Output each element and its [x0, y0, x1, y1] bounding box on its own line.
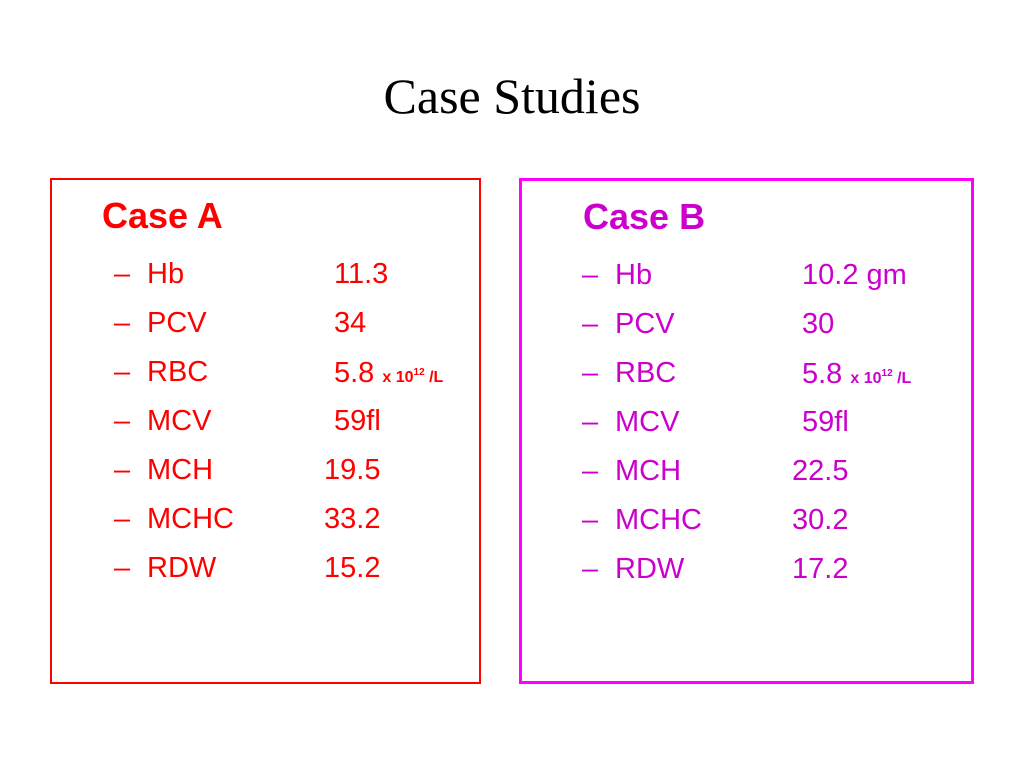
- parameter-name: Hb: [615, 259, 653, 291]
- case-a-row-pcv: – PCV 34: [52, 299, 479, 348]
- parameter-value: 17.2: [792, 553, 849, 585]
- parameter-name: RBC: [615, 357, 677, 389]
- case-b-row-mch: – MCH 22.5: [522, 447, 971, 496]
- unit-prefix: x 10: [850, 370, 882, 387]
- unit-prefix: x 10: [382, 369, 414, 386]
- unit-suffix: /L: [424, 369, 444, 386]
- case-a-row-rbc: – RBC 5.8 x 1012 /L: [52, 348, 479, 397]
- case-b-row-mchc: – MCHC 30.2: [522, 496, 971, 545]
- list-dash: –: [582, 308, 599, 340]
- parameter-value: 5.8: [802, 358, 843, 390]
- parameter-name: RDW: [147, 552, 217, 584]
- list-dash: –: [582, 504, 599, 536]
- list-dash: –: [114, 552, 131, 584]
- unit-exponent: 12: [881, 368, 893, 379]
- case-b-row-hb: – Hb 10.2 gm: [522, 251, 971, 300]
- list-dash: –: [114, 503, 131, 535]
- case-a-panel: Case A – Hb 11.3 – PCV 34 – RBC 5.8 x 10…: [50, 178, 481, 684]
- case-b-row-rbc: – RBC 5.8 x 1012 /L: [522, 349, 971, 398]
- parameter-name: RBC: [147, 356, 209, 388]
- parameter-name: PCV: [615, 308, 675, 340]
- parameter-name: MCV: [615, 406, 680, 438]
- list-dash: –: [582, 357, 599, 389]
- unit-label: x 1012 /L: [382, 367, 444, 386]
- case-a-heading: Case A: [102, 195, 223, 236]
- parameter-value: 22.5: [792, 455, 849, 487]
- parameter-value: 11.3: [334, 258, 389, 290]
- parameter-value: 19.5: [324, 454, 381, 486]
- case-b-panel: Case B – Hb 10.2 gm – PCV 30 – RBC 5.8 x…: [519, 178, 974, 684]
- case-b-heading: Case B: [583, 196, 706, 237]
- unit-exponent: 12: [413, 367, 425, 378]
- list-dash: –: [582, 406, 599, 438]
- parameter-value: 59fl: [334, 405, 381, 437]
- list-dash: –: [114, 307, 131, 339]
- case-a-row-mcv: – MCV 59fl: [52, 397, 479, 446]
- case-b-row-pcv: – PCV 30: [522, 300, 971, 349]
- parameter-value: 33.2: [324, 503, 381, 535]
- parameter-value: 10.2 gm: [802, 259, 907, 291]
- case-a-row-mchc: – MCHC 33.2: [52, 495, 479, 544]
- list-dash: –: [114, 356, 131, 388]
- parameter-value: 15.2: [324, 552, 381, 584]
- list-dash: –: [114, 454, 131, 486]
- case-a-row-hb: – Hb 11.3: [52, 250, 479, 299]
- case-a-row-mch: – MCH 19.5: [52, 446, 479, 495]
- list-dash: –: [114, 258, 131, 290]
- case-a-row-rdw: – RDW 15.2: [52, 544, 479, 593]
- parameter-name: RDW: [615, 553, 685, 585]
- slide-title: Case Studies: [383, 68, 641, 124]
- unit-suffix: /L: [892, 370, 912, 387]
- case-a-parameter-list: – Hb 11.3 – PCV 34 – RBC 5.8 x 1012 /L –…: [52, 250, 479, 593]
- parameter-value: 30.2: [792, 504, 849, 536]
- parameter-value-with-unit: 5.8 x 1012 /L: [334, 348, 443, 402]
- unit-label: x 1012 /L: [850, 368, 912, 387]
- case-b-row-rdw: – RDW 17.2: [522, 545, 971, 594]
- parameter-name: MCH: [615, 455, 682, 487]
- parameter-name: MCH: [147, 454, 214, 486]
- case-b-parameter-list: – Hb 10.2 gm – PCV 30 – RBC 5.8 x 1012 /…: [522, 251, 971, 594]
- parameter-name: MCHC: [615, 504, 702, 536]
- list-dash: –: [582, 455, 599, 487]
- parameter-value: 34: [334, 307, 367, 339]
- parameter-name: PCV: [147, 307, 207, 339]
- parameter-name: Hb: [147, 258, 185, 290]
- parameter-value: 5.8: [334, 357, 375, 389]
- parameter-name: MCV: [147, 405, 212, 437]
- list-dash: –: [582, 259, 599, 291]
- list-dash: –: [114, 405, 131, 437]
- parameter-value: 59fl: [802, 406, 849, 438]
- parameter-value-with-unit: 5.8 x 1012 /L: [802, 349, 911, 403]
- case-b-row-mcv: – MCV 59fl: [522, 398, 971, 447]
- parameter-name: MCHC: [147, 503, 234, 535]
- list-dash: –: [582, 553, 599, 585]
- parameter-value: 30: [802, 308, 835, 340]
